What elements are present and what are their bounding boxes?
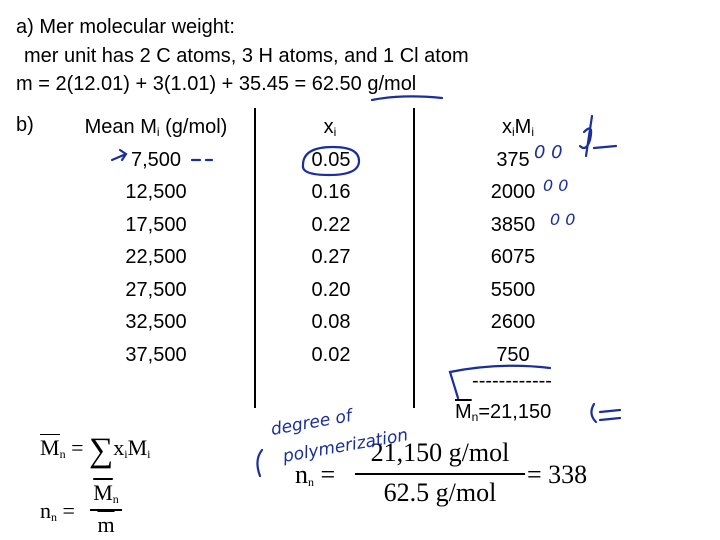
- header-xi: xi: [323, 116, 337, 139]
- zeros-note-3: 0 0: [550, 210, 575, 229]
- part-b-label: b): [16, 114, 34, 136]
- table-cell-xi: 0.22: [311, 214, 351, 236]
- sum-dashes: ------------: [472, 370, 552, 392]
- arrow-ink: [110, 148, 128, 162]
- header-xiMi: xiMi: [501, 116, 534, 139]
- table-cell-ximi: 3850: [490, 214, 536, 236]
- mn-result: Mn=21,150: [455, 401, 552, 424]
- circle-ink: [301, 145, 361, 177]
- header-mean: Mean Mi (g/mol): [84, 116, 228, 139]
- table-cell-ximi: 750: [496, 344, 530, 366]
- note-degree: degree of: [269, 406, 356, 440]
- formula-mn-definition: Mn = ∑xiMi: [40, 432, 151, 469]
- zeros-note-1: 0 0: [534, 142, 563, 163]
- stroke-ink: [448, 364, 552, 400]
- table-cell-ximi: 2000: [490, 181, 536, 203]
- table-cell-mean: 22,500: [125, 246, 187, 268]
- check-ink: [578, 114, 618, 158]
- table-cell-mean: 12,500: [125, 181, 187, 203]
- table-cell-xi: 0.05: [311, 149, 351, 171]
- table-cell-ximi: 375: [496, 149, 530, 171]
- table-cell-xi: 0.02: [311, 344, 351, 366]
- table-cell-mean: 17,500: [125, 214, 187, 236]
- table-cell-xi: 0.20: [311, 279, 351, 301]
- table-cell-mean: 37,500: [125, 344, 187, 366]
- table-cell-mean: 32,500: [125, 311, 187, 333]
- bracket-ink: [256, 448, 264, 478]
- equals-ink: [590, 402, 622, 424]
- table-divider-1: [254, 108, 256, 408]
- table-cell-mean: 7,500: [130, 149, 182, 171]
- table-cell-ximi: 2600: [490, 311, 536, 333]
- table-cell-xi: 0.27: [311, 246, 351, 268]
- zeros-note-2: 0 0: [543, 176, 568, 195]
- part-a-title: a) Mer molecular weight:: [16, 16, 235, 38]
- table-cell-xi: 0.08: [311, 311, 351, 333]
- table-cell-ximi: 6075: [490, 246, 536, 268]
- table-cell-ximi: 5500: [490, 279, 536, 301]
- table-divider-2: [413, 108, 415, 408]
- table-cell-xi: 0.16: [311, 181, 351, 203]
- table-cell-mean: 27,500: [125, 279, 187, 301]
- part-a-mer-unit: mer unit has 2 C atoms, 3 H atoms, and 1…: [24, 45, 469, 67]
- part-a-equation: m = 2(12.01) + 3(1.01) + 35.45 = 62.50 g…: [16, 73, 417, 95]
- underline-ink: [370, 95, 444, 102]
